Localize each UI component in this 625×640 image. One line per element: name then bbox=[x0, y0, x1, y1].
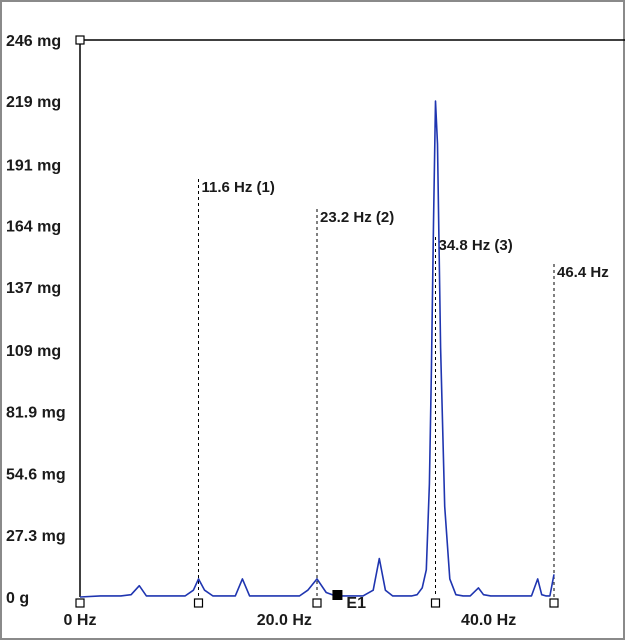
y-tick-label: 109 mg bbox=[6, 343, 61, 360]
y-tick-label: 219 mg bbox=[6, 94, 61, 111]
y-tick-label: 164 mg bbox=[6, 219, 61, 236]
harmonic-marker-handle bbox=[549, 598, 559, 608]
y-tick-label: 137 mg bbox=[6, 280, 61, 297]
y-axis-tick-labels: 0 g 27.3 mg 54.6 mg 81.9 mg 109 mg 137 mg 164 … bbox=[6, 33, 66, 607]
spectrum-line bbox=[79, 100, 555, 598]
harmonic-marker-label: 23.2 Hz (2) bbox=[320, 209, 394, 226]
axis-corner-handle bbox=[75, 35, 85, 45]
cursor-marker-box bbox=[332, 590, 343, 600]
y-tick-label: 81.9 mg bbox=[6, 405, 66, 422]
harmonic-marker-handle bbox=[193, 598, 204, 608]
x-axis-tick-labels: 0 Hz 20.0 Hz 40.0 Hz bbox=[64, 612, 517, 629]
chart-axes bbox=[75, 35, 625, 597]
harmonic-marker-label: 46.4 Hz bbox=[557, 264, 609, 281]
cursor-label: E1 bbox=[346, 595, 366, 612]
y-tick-label: 246 mg bbox=[6, 33, 61, 50]
x-tick-label: 0 Hz bbox=[64, 612, 97, 629]
y-tick-label: 191 mg bbox=[6, 158, 61, 175]
y-tick-label: 54.6 mg bbox=[6, 466, 66, 483]
y-tick-label: 0 g bbox=[6, 590, 29, 607]
spectrum-series bbox=[79, 100, 555, 598]
y-tick-label: 27.3 mg bbox=[6, 528, 66, 545]
x-tick-label: 20.0 Hz bbox=[257, 612, 312, 629]
x-tick-label: 40.0 Hz bbox=[461, 612, 516, 629]
harmonic-marker-label: 11.6 Hz (1) bbox=[202, 179, 275, 196]
harmonic-marker-handle bbox=[430, 598, 441, 608]
harmonic-marker-label: 34.8 Hz (3) bbox=[439, 237, 513, 254]
origin-handle bbox=[75, 598, 85, 608]
harmonic-marker-handle bbox=[312, 598, 322, 608]
harmonic-markers: 11.6 Hz (1) 23.2 Hz (2) 34.8 Hz (3) 46.4 Hz bbox=[75, 179, 609, 608]
cursor-marker[interactable]: E1 bbox=[332, 590, 366, 612]
